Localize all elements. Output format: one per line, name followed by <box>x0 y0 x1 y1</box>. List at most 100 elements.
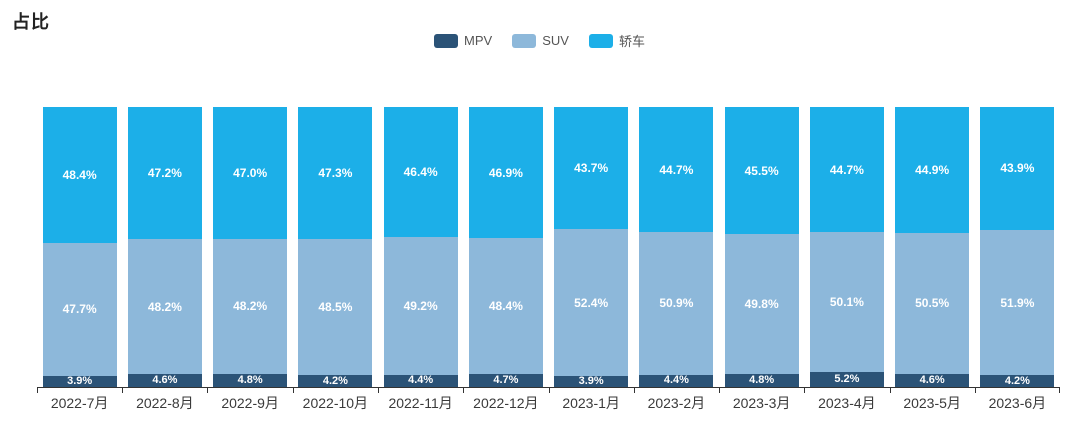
bar-segment-SUV[interactable]: 49.8% <box>724 234 799 374</box>
bar-column-2022-11月: 46.4% 49.2% 4.4% <box>378 107 463 387</box>
segment-value-label: 46.9% <box>488 165 523 180</box>
bar-column-2023-5月: 44.9% 50.5% 4.6% <box>890 107 975 387</box>
segment-value-label: 47.2% <box>147 166 182 181</box>
bar-column-2022-12月: 46.9% 48.4% 4.7% <box>463 107 548 387</box>
bar-segment-轿车[interactable]: 48.4% <box>42 107 117 243</box>
bar-stack: 43.7% 52.4% 3.9% <box>554 107 629 388</box>
bar-segment-MPV[interactable]: 3.9% <box>42 375 117 388</box>
bar-column-2022-10月: 47.3% 48.5% 4.2% <box>293 107 378 387</box>
x-axis-labels: 2022-7月 2022-8月 2022-9月 2022-10月 2022-11月 202… <box>37 393 1060 413</box>
bar-segment-SUV[interactable]: 49.2% <box>383 236 458 375</box>
bar-column-2022-7月: 48.4% 47.7% 3.9% <box>37 107 122 387</box>
bar-stack: 46.9% 48.4% 4.7% <box>468 107 543 387</box>
legend-item-MPV[interactable]: MPV <box>434 33 492 48</box>
segment-value-label: 4.6% <box>152 374 178 387</box>
bar-segment-轿车[interactable]: 46.4% <box>383 107 458 237</box>
bar-stack: 43.9% 51.9% 4.2% <box>980 107 1055 387</box>
bar-segment-SUV[interactable]: 50.9% <box>639 232 714 375</box>
segment-value-label: 4.2% <box>1004 374 1030 387</box>
bar-segment-MPV[interactable]: 4.8% <box>213 373 288 387</box>
x-axis-label: 2022-11月 <box>388 395 453 411</box>
bar-segment-轿车[interactable]: 47.2% <box>127 107 202 240</box>
legend-swatch-icon <box>434 33 459 48</box>
bar-segment-MPV[interactable]: 4.6% <box>895 374 970 387</box>
segment-value-label: 48.4% <box>488 299 523 314</box>
segment-value-label: 3.9% <box>67 375 93 388</box>
segment-value-label: 4.6% <box>919 374 945 387</box>
bar-segment-轿车[interactable]: 44.7% <box>809 107 884 233</box>
axis-tick <box>633 388 635 393</box>
segment-value-label: 43.7% <box>574 161 609 176</box>
axis-tick <box>974 388 976 393</box>
bar-segment-轿车[interactable]: 46.9% <box>468 107 543 239</box>
axis-tick <box>1059 388 1060 393</box>
bar-segment-轿车[interactable]: 44.9% <box>895 107 970 233</box>
segment-value-label: 48.2% <box>233 299 268 314</box>
bar-segment-SUV[interactable]: 51.9% <box>980 229 1055 376</box>
bar-segment-SUV[interactable]: 52.4% <box>554 229 629 377</box>
segment-value-label: 50.5% <box>915 296 950 311</box>
bar-segment-轿车[interactable]: 47.0% <box>213 107 288 239</box>
legend-swatch-icon <box>512 33 537 48</box>
bar-column-2023-6月: 43.9% 51.9% 4.2% <box>975 107 1060 387</box>
bar-segment-SUV[interactable]: 50.5% <box>895 232 970 375</box>
bar-column-2023-4月: 44.7% 50.1% 5.2% <box>804 107 889 387</box>
x-axis-label: 2022-7月 <box>50 395 109 411</box>
axis-tick <box>122 388 124 393</box>
segment-value-label: 44.7% <box>659 162 694 177</box>
axis-tick <box>889 388 891 393</box>
bar-segment-MPV[interactable]: 4.7% <box>468 373 543 387</box>
segment-value-label: 49.2% <box>403 298 438 313</box>
chart-title: 占比 <box>12 12 50 32</box>
segment-value-label: 48.2% <box>147 299 182 314</box>
bar-segment-SUV[interactable]: 47.7% <box>42 242 117 377</box>
axis-tick <box>207 388 209 393</box>
bar-column-2023-1月: 43.7% 52.4% 3.9% <box>549 107 634 387</box>
bar-segment-轿车[interactable]: 47.3% <box>298 107 373 240</box>
x-axis-label: 2023-2月 <box>647 395 706 411</box>
segment-value-label: 43.9% <box>1000 161 1035 176</box>
bar-column-2022-9月: 47.0% 48.2% 4.8% <box>208 107 293 387</box>
bar-segment-MPV[interactable]: 4.4% <box>383 374 458 387</box>
axis-tick <box>292 388 294 393</box>
bar-segment-轿车[interactable]: 45.5% <box>724 107 799 235</box>
axis-tick <box>463 388 465 393</box>
segment-value-label: 4.4% <box>408 374 434 387</box>
bar-stack: 47.0% 48.2% 4.8% <box>213 107 288 387</box>
legend-label: SUV <box>542 33 569 48</box>
bar-segment-轿车[interactable]: 43.9% <box>980 107 1055 230</box>
legend-item-SUV[interactable]: SUV <box>512 33 569 48</box>
bar-segment-MPV[interactable]: 4.6% <box>127 374 202 387</box>
bar-segment-MPV[interactable]: 4.8% <box>724 373 799 387</box>
bar-segment-SUV[interactable]: 48.2% <box>213 238 288 374</box>
legend-label: 轿车 <box>618 34 645 49</box>
bar-segment-MPV[interactable]: 4.4% <box>639 374 714 387</box>
bar-segment-MPV[interactable]: 5.2% <box>809 372 884 387</box>
bar-segment-轿车[interactable]: 44.7% <box>639 107 714 233</box>
bar-segment-SUV[interactable]: 50.1% <box>809 232 884 373</box>
bar-segment-MPV[interactable]: 4.2% <box>298 374 373 387</box>
x-axis-label: 2022-10月 <box>302 395 369 411</box>
segment-value-label: 4.2% <box>322 374 348 387</box>
x-axis-label: 2023-6月 <box>988 395 1047 411</box>
bar-segment-SUV[interactable]: 48.4% <box>468 238 543 374</box>
segment-value-label: 4.7% <box>493 373 519 386</box>
legend-item-轿车[interactable]: 轿车 <box>588 31 645 50</box>
segment-value-label: 3.9% <box>578 375 604 388</box>
x-axis-label: 2023-4月 <box>818 395 876 411</box>
bar-segment-SUV[interactable]: 48.2% <box>127 239 202 375</box>
bar-segment-轿车[interactable]: 43.7% <box>554 107 629 230</box>
bar-segment-SUV[interactable]: 48.5% <box>298 239 373 376</box>
x-axis-label: 2022-12月 <box>473 395 539 411</box>
segment-value-label: 51.9% <box>1000 295 1035 310</box>
segment-value-label: 47.0% <box>233 165 268 180</box>
segment-value-label: 4.4% <box>663 374 689 387</box>
axis-tick <box>548 388 550 393</box>
segment-value-label: 50.9% <box>659 296 694 311</box>
bar-segment-MPV[interactable]: 4.2% <box>980 374 1055 387</box>
bar-segment-MPV[interactable]: 3.9% <box>554 375 629 388</box>
segment-value-label: 4.8% <box>749 373 775 386</box>
segment-value-label: 45.5% <box>744 163 779 178</box>
x-axis-ticks <box>37 388 1060 394</box>
